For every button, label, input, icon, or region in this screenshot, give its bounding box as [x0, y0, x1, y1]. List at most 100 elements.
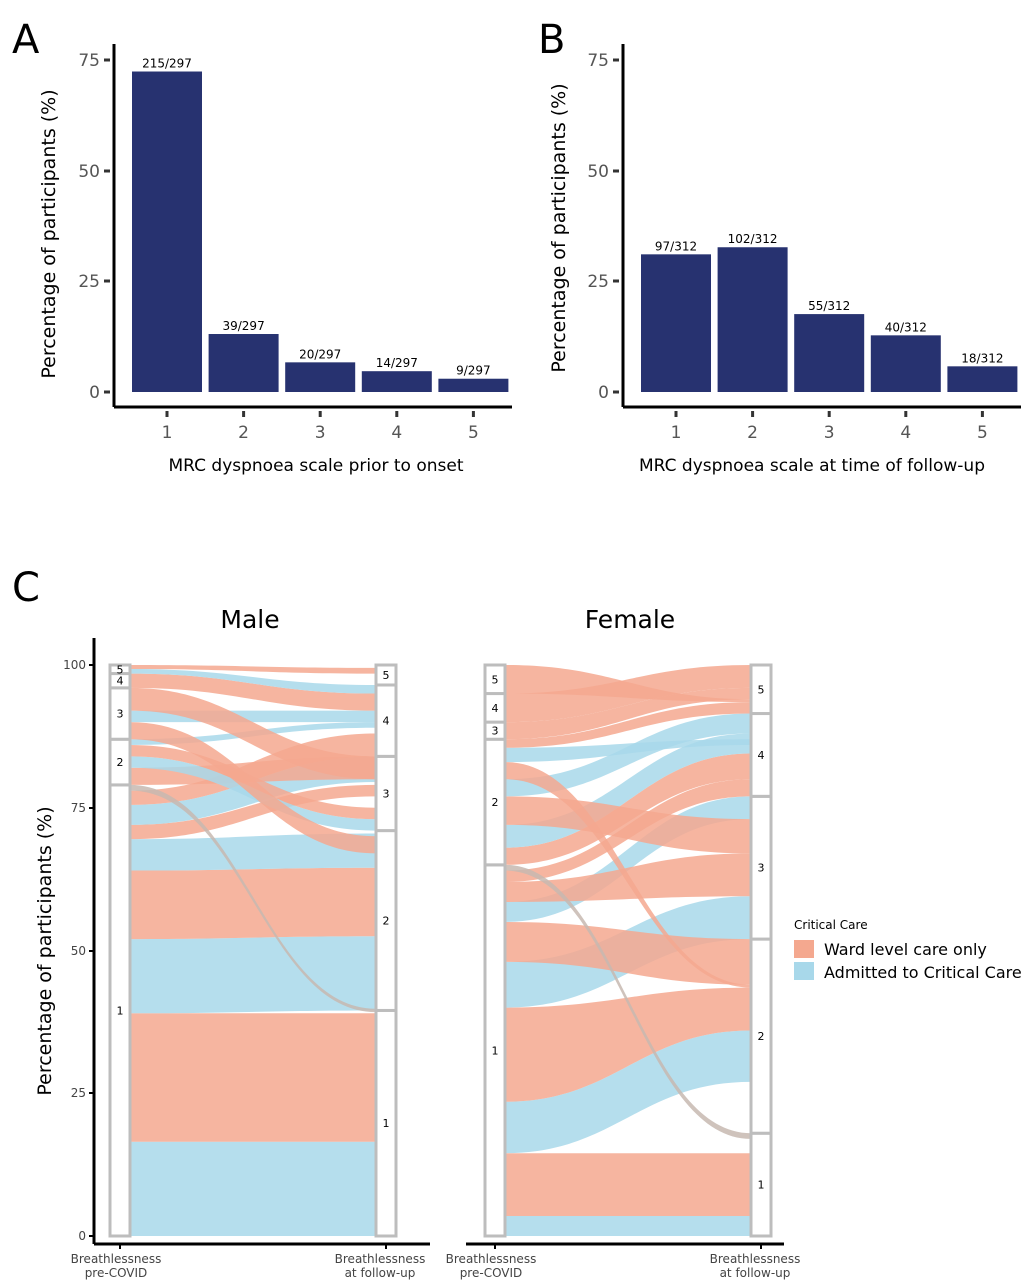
- panel-c-ytick-label: 25: [71, 1086, 86, 1100]
- panel-a: A Percentage of participants (%) 75 50 2…: [12, 17, 512, 476]
- facet-female-xtick-pre-line: Breathlessness: [446, 1252, 537, 1266]
- facet-female-stratum-label-post: 4: [758, 749, 765, 762]
- panel-a-ytick-label: 50: [78, 162, 100, 182]
- facet-male-flow-critical: [130, 668, 376, 694]
- panel-b-x-axis: 1 2 3 4 5 MRC dyspnoea scale at time of foll…: [623, 405, 1021, 476]
- panel-b-ytick-label: 25: [587, 272, 609, 292]
- panel-a-bar-label: 20/297: [299, 347, 341, 361]
- panel-b-bar: [641, 254, 711, 392]
- facet-male-xtick-post-line: Breathlessness: [335, 1252, 426, 1266]
- panel-c-ylabel: Percentage of participants (%): [34, 806, 56, 1095]
- facet-male-xtick-pre: Breathlessness pre-COVID: [71, 1252, 162, 1280]
- panel-b-xtick-label: 1: [671, 423, 682, 443]
- legend-label-ward: Ward level care only: [824, 940, 987, 959]
- panel-a-xtick-label: 4: [391, 423, 402, 443]
- panel-c-ytick-label: 0: [78, 1229, 86, 1243]
- panel-b-bar-label: 18/312: [961, 351, 1003, 365]
- facet-female-flow-ward: [505, 762, 751, 988]
- facet-female-xtick-post-line: at follow-up: [720, 1266, 791, 1280]
- facet-female-stratum-label-pre: 1: [492, 1044, 499, 1057]
- legend-title: Critical Care: [794, 918, 868, 932]
- facet-female-stratum-label-post: 5: [758, 683, 765, 696]
- facet-female-flow-ward: [505, 665, 751, 703]
- panel-a-bar-label: 9/297: [456, 364, 491, 378]
- facet-male-xtick-post-line: at follow-up: [345, 1266, 416, 1280]
- facet-title-male: Male: [220, 605, 279, 634]
- panel-a-bar-label: 39/297: [222, 319, 264, 333]
- facet-male-stratum-post: [374, 663, 398, 687]
- facet-female-stratum-label-post: 2: [758, 1030, 765, 1043]
- facet-male-flow-ward: [130, 722, 376, 854]
- panel-b-bar-label: 40/312: [885, 320, 927, 334]
- panel-b-xlabel: MRC dyspnoea scale at time of follow-up: [639, 456, 985, 476]
- facet-female-stratum-label-pre: 2: [492, 796, 499, 809]
- panel-a-bar: [361, 371, 432, 392]
- panel-c: C Percentage of participants (%) 100 75 …: [12, 565, 1022, 1280]
- facet-female-xtick-post: Breathlessness at follow-up: [710, 1252, 801, 1280]
- panel-b-y-axis: 75 50 25 0: [587, 44, 625, 407]
- facet-male-stratum-label-pre: 2: [117, 756, 124, 769]
- panel-a-ytick-label: 25: [78, 272, 100, 292]
- panel-a-xtick-label: 5: [468, 423, 479, 443]
- panel-b-bar-label: 55/312: [808, 299, 850, 313]
- facet-female-flow-critical: [505, 1216, 751, 1236]
- facet-female-xtick-pre-line: pre-COVID: [460, 1266, 523, 1280]
- facet-male-stratum-label-post: 5: [383, 669, 390, 682]
- panel-b-bar-label: 102/312: [728, 232, 778, 246]
- facet-male-xtick-post: Breathlessness at follow-up: [335, 1252, 426, 1280]
- panel-b-xtick-label: 3: [824, 423, 835, 443]
- panel-a-xtick-label: 1: [162, 423, 173, 443]
- facet-female-stratum-label-post: 3: [758, 862, 765, 875]
- facet-female-stratum-pre: [483, 663, 507, 696]
- facet-male-stratum-label-post: 1: [383, 1117, 390, 1130]
- panel-b-ytick-label: 75: [587, 51, 609, 71]
- legend: Critical Care Ward level care only Admit…: [794, 918, 1022, 982]
- facet-male-stratum-label-post: 2: [383, 915, 390, 928]
- panel-a-x-axis: 1 2 3 4 5 MRC dyspnoea scale prior to onset: [114, 405, 512, 476]
- facet-female-flow-critical: [505, 713, 751, 797]
- panel-a-y-axis: 75 50 25 0: [78, 44, 116, 407]
- facet-male-flow-ward: [130, 1013, 376, 1142]
- facet-female-flow-critical: [505, 739, 751, 763]
- panel-c-ytick-label: 75: [71, 801, 86, 815]
- panel-c-ytick-label: 100: [63, 658, 86, 672]
- panel-c-letter: C: [12, 565, 40, 611]
- panel-c-y-axis: 100 75 50 25 0: [63, 638, 96, 1244]
- panel-b-xtick-label: 5: [977, 423, 988, 443]
- panel-a-bar-label: 14/297: [376, 356, 418, 370]
- facet-female-flow-critical: [505, 1030, 751, 1154]
- facet-female-flow-ward: [505, 1153, 751, 1217]
- facet-female-flow-ward: [505, 921, 751, 985]
- panel-a-bar-label: 215/297: [142, 57, 192, 71]
- panel-b: B Percentage of participants (%) 75 50 2…: [538, 17, 1021, 476]
- facet-male-flow-ward: [130, 867, 376, 940]
- panel-c-ytick-label: 50: [71, 944, 86, 958]
- panel-a-xtick-label: 2: [238, 423, 249, 443]
- facet-male-stratum-label-post: 3: [383, 787, 390, 800]
- facet-male-flow-critical: [130, 1141, 376, 1236]
- facet-male-flow-mixed: [130, 784, 376, 1013]
- facet-male-stratum-label-pre: 5: [117, 663, 124, 676]
- panel-b-bar: [947, 366, 1018, 392]
- panel-a-bar: [438, 378, 509, 392]
- panel-a-ylabel: Percentage of participants (%): [38, 89, 60, 378]
- facet-female-xtick-pre: Breathlessness pre-COVID: [446, 1252, 537, 1280]
- facet-male-flow-ward: [130, 687, 376, 780]
- panel-a-bar: [132, 71, 202, 392]
- facet-female-flow-ward: [505, 987, 751, 1102]
- facet-female-stratum-label-post: 1: [758, 1179, 765, 1192]
- facet-male-stratum-label-pre: 3: [117, 708, 124, 721]
- facet-female-flow-ward: [505, 702, 751, 748]
- facet-title-female: Female: [585, 605, 675, 634]
- facet-male-stratum-label-pre: 4: [117, 675, 124, 688]
- facet-male-flow-ward: [130, 665, 376, 674]
- facet-male-flow-ward: [130, 673, 376, 711]
- facet-male-stratum-pre: [108, 663, 132, 676]
- legend-swatch-critical: [794, 962, 814, 980]
- panel-b-bar-label: 97/312: [655, 239, 697, 253]
- panel-a-ytick-label: 75: [78, 51, 100, 71]
- panel-a-letter: A: [12, 17, 40, 63]
- facet-female-flow-mixed: [505, 864, 751, 1139]
- facet-female-xtick-post-line: Breathlessness: [710, 1252, 801, 1266]
